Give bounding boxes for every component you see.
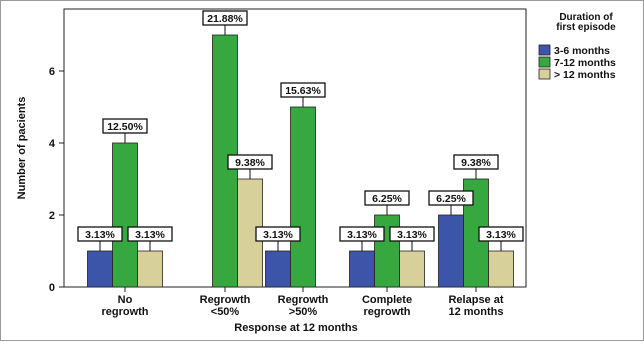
x-tick-label: No	[118, 294, 133, 306]
x-tick-label: Complete	[362, 294, 412, 306]
bar-0-0	[87, 250, 113, 288]
x-tick-label: 12 months	[448, 306, 503, 318]
x-tick-label: <50%	[211, 306, 240, 318]
bar-1-0	[112, 142, 138, 288]
data-label: 3.13%	[397, 229, 427, 241]
data-label: 6.25%	[372, 193, 402, 205]
legend-label: 7-12 months	[554, 57, 616, 69]
label-box	[428, 190, 474, 206]
label-box	[364, 190, 410, 206]
y-tick-label: 2	[49, 210, 55, 222]
label-box	[227, 154, 273, 170]
bar-1-3	[374, 214, 400, 288]
legend-swatch	[538, 56, 551, 68]
data-label: 12.50%	[107, 121, 143, 133]
bar-2-0	[137, 250, 163, 288]
label-box	[478, 226, 524, 242]
x-tick-label: Regrowth	[200, 294, 251, 306]
x-tick-label: regrowth	[363, 306, 410, 318]
bar-2-4	[488, 250, 514, 288]
axes: 0246NoregrowthRegrowth<50%Regrowth>50%Co…	[49, 66, 504, 318]
label-box	[453, 154, 499, 170]
x-tick-label: regrowth	[101, 306, 148, 318]
legend-title: Duration of	[559, 12, 613, 23]
y-tick-label: 6	[49, 66, 55, 78]
bar-1-2	[290, 106, 316, 288]
label-box	[102, 118, 148, 134]
x-tick-label: Regrowth	[278, 294, 329, 306]
x-tick-label: >50%	[289, 306, 318, 318]
data-label: 3.13%	[85, 229, 115, 241]
data-label: 3.13%	[263, 229, 293, 241]
y-tick-label: 0	[49, 282, 55, 294]
label-box	[339, 226, 385, 242]
label-box	[389, 226, 435, 242]
data-label: 3.13%	[347, 229, 377, 241]
label-box	[255, 226, 301, 242]
data-label: 3.13%	[486, 229, 516, 241]
bar-chart: 0246NoregrowthRegrowth<50%Regrowth>50%Co…	[16, 8, 616, 334]
y-tick-label: 4	[49, 138, 56, 150]
data-label: 3.13%	[135, 229, 165, 241]
legend-label: > 12 months	[554, 69, 616, 81]
legend-swatch	[538, 68, 551, 80]
data-labels: 3.13% 3.13% 3.13% 6.25% 12.50% 21.88% 15.63% 6.…	[77, 10, 524, 251]
bar-0-3	[349, 250, 375, 288]
bar-0-4	[438, 214, 464, 288]
legend-label: 3-6 months	[554, 45, 610, 57]
bar-2-3	[399, 250, 425, 288]
label-box	[280, 82, 326, 98]
data-label: 21.88%	[207, 13, 243, 25]
label-box	[202, 10, 248, 26]
legend-title: first episode	[556, 22, 616, 33]
data-label: 9.38%	[235, 157, 265, 169]
y-axis-title: Number of pacients	[16, 97, 28, 200]
bar-0-2	[265, 250, 291, 288]
legend-swatch	[538, 44, 551, 56]
x-axis-title: Response at 12 months	[234, 322, 357, 334]
label-box	[127, 226, 173, 242]
x-tick-label: Relapse at	[448, 294, 503, 306]
bars	[87, 34, 514, 288]
data-label: 9.38%	[461, 157, 491, 169]
label-box	[77, 226, 123, 242]
data-label: 6.25%	[436, 193, 466, 205]
data-label: 15.63%	[285, 85, 321, 97]
